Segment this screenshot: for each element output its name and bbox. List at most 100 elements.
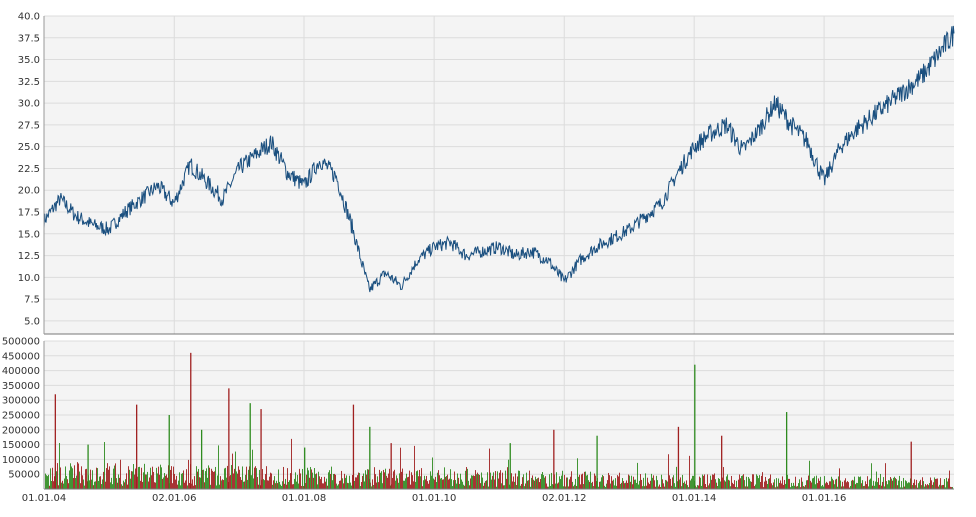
- volume-bar: [696, 487, 697, 489]
- volume-bar: [199, 477, 200, 489]
- volume-bar: [251, 475, 252, 489]
- volume-bar: [537, 478, 538, 489]
- volume-bar: [889, 480, 890, 489]
- volume-bar: [113, 468, 114, 489]
- volume-bar: [230, 475, 231, 489]
- volume-bar: [438, 470, 439, 489]
- volume-bar: [857, 483, 858, 489]
- price-line: [43, 25, 955, 293]
- volume-bar: [456, 483, 457, 489]
- volume-bar: [243, 481, 244, 489]
- volume-bar: [789, 478, 790, 489]
- volume-bar: [338, 484, 339, 489]
- volume-bar: [714, 473, 715, 489]
- volume-bar: [570, 476, 571, 489]
- volume-bar: [106, 468, 107, 489]
- volume-bar: [146, 474, 147, 489]
- volume-bar: [519, 470, 520, 489]
- volume-bar: [906, 481, 907, 489]
- volume-bar: [547, 486, 548, 489]
- volume-bar: [582, 473, 583, 489]
- volume-bar: [688, 487, 689, 489]
- volume-bar: [344, 473, 345, 489]
- volume-bar: [292, 484, 293, 489]
- volume-bar: [560, 479, 561, 489]
- volume-bar: [791, 482, 792, 489]
- volume-bar: [140, 480, 141, 489]
- volume-bar: [375, 474, 376, 489]
- volume-bar: [532, 475, 533, 489]
- volume-bar: [378, 482, 379, 489]
- volume-bar: [419, 469, 420, 489]
- volume-bar: [592, 481, 593, 489]
- volume-bar: [392, 477, 393, 489]
- volume-bar: [389, 468, 390, 489]
- volume-bar: [422, 486, 423, 489]
- volume-bar: [885, 463, 886, 489]
- volume-bar: [285, 478, 286, 489]
- volume-bar: [839, 468, 840, 489]
- volume-bar: [563, 486, 564, 489]
- volume-bar: [943, 484, 944, 489]
- volume-bar: [126, 473, 127, 489]
- volume-bar: [904, 486, 905, 489]
- volume-bar: [187, 485, 188, 489]
- volume-bar: [60, 467, 61, 489]
- volume-bar: [862, 480, 863, 489]
- volume-bar: [432, 457, 433, 489]
- volume-bar: [54, 476, 55, 489]
- volume-bar: [799, 479, 800, 489]
- volume-bar: [253, 478, 254, 489]
- price-y-tick-label: 17.5: [18, 208, 40, 219]
- volume-bar: [319, 476, 320, 489]
- volume-bar: [718, 478, 719, 489]
- volume-bar: [484, 482, 485, 489]
- volume-bar: [615, 478, 616, 489]
- volume-bar: [916, 479, 917, 489]
- volume-bar: [782, 476, 783, 489]
- volume-bar: [184, 482, 185, 489]
- volume-bar: [403, 480, 404, 489]
- volume-bar: [85, 469, 86, 489]
- volume-bar: [469, 485, 470, 489]
- volume-bar: [374, 467, 375, 489]
- volume-bar: [240, 477, 241, 489]
- volume-bar: [922, 477, 923, 489]
- volume-bar: [730, 486, 731, 489]
- volume-bar: [541, 474, 542, 489]
- volume-bar: [909, 482, 910, 489]
- volume-bar: [359, 472, 360, 489]
- volume-bar: [837, 486, 838, 489]
- volume-bar: [589, 481, 590, 489]
- volume-bar: [57, 463, 58, 489]
- volume-bar: [803, 486, 804, 489]
- volume-bar: [814, 476, 815, 489]
- volume-bar: [765, 476, 766, 489]
- volume-bar: [655, 486, 656, 489]
- volume-bar: [732, 482, 733, 489]
- volume-bar: [402, 468, 403, 489]
- volume-bar: [936, 478, 937, 489]
- volume-bar: [524, 486, 525, 489]
- volume-peak-bar: [910, 441, 912, 489]
- volume-bar: [498, 478, 499, 489]
- volume-bar: [941, 485, 942, 489]
- volume-bar: [593, 486, 594, 489]
- volume-bar: [934, 477, 935, 489]
- volume-bar: [823, 486, 824, 489]
- volume-bar: [796, 486, 797, 489]
- volume-bar: [237, 473, 238, 489]
- volume-bar: [742, 475, 743, 489]
- volume-bar: [653, 475, 654, 489]
- volume-bar: [149, 477, 150, 489]
- volume-peak-bar: [260, 409, 262, 489]
- volume-bar: [417, 470, 418, 489]
- volume-bar: [165, 475, 166, 489]
- volume-bar: [515, 473, 516, 489]
- volume-bar: [585, 471, 586, 489]
- volume-bar: [465, 470, 466, 489]
- volume-bar: [175, 479, 176, 489]
- volume-bar: [173, 466, 174, 489]
- volume-bar: [340, 480, 341, 489]
- volume-bar: [757, 475, 758, 489]
